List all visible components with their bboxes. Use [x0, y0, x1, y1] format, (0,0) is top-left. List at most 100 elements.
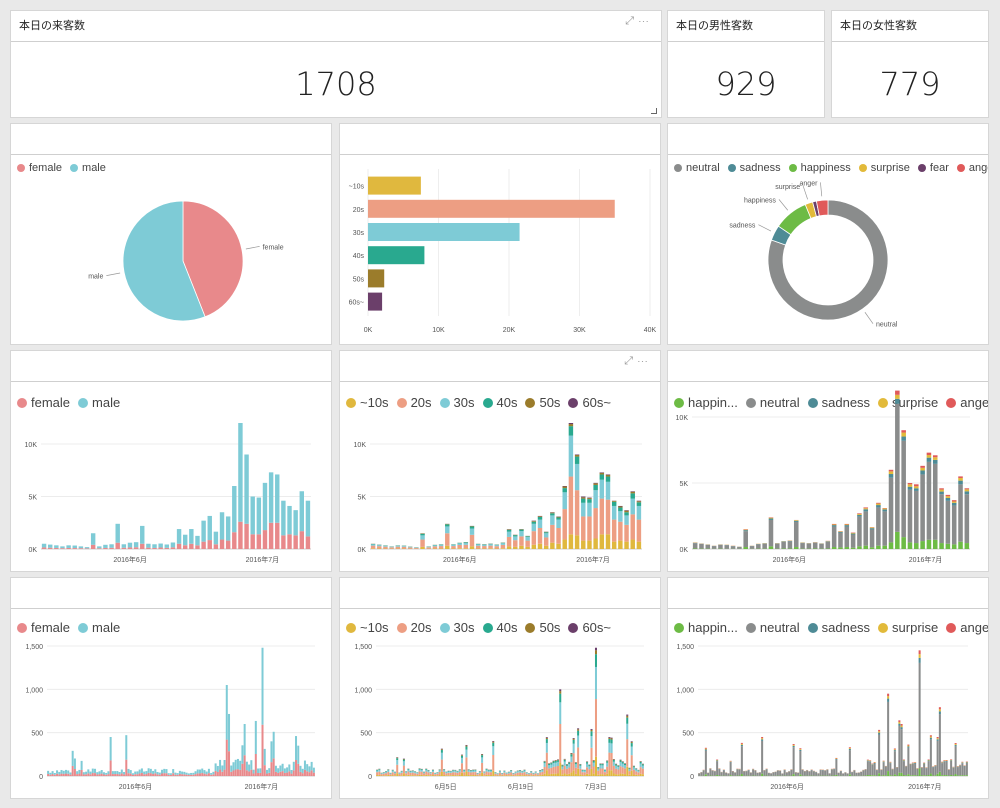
- bar-segment-anger[interactable]: [914, 484, 919, 487]
- bar-segment-~10s[interactable]: [478, 775, 481, 776]
- bar-segment-20s[interactable]: [476, 774, 479, 776]
- bar-segment-male[interactable]: [219, 759, 222, 770]
- bar-segment-surprise[interactable]: [857, 514, 862, 515]
- bar-segment-female[interactable]: [182, 545, 188, 549]
- bar-segment-20s[interactable]: [398, 773, 401, 776]
- bar-segment-~10s[interactable]: [552, 773, 555, 776]
- bar-segment-female[interactable]: [105, 774, 108, 776]
- bar-segment-neutral[interactable]: [866, 761, 869, 776]
- bar-segment-30s[interactable]: [592, 762, 595, 767]
- bar-segment-female[interactable]: [47, 773, 50, 776]
- bar-segment-20s[interactable]: [619, 766, 622, 774]
- bar-segment-~10s[interactable]: [579, 774, 582, 776]
- bar-segment-~10s[interactable]: [568, 773, 571, 776]
- bar-segment-anger[interactable]: [844, 523, 850, 525]
- bar-segment-surprise[interactable]: [761, 738, 764, 740]
- bar-segment-~10s[interactable]: [447, 775, 450, 776]
- bar-segment-50s[interactable]: [624, 510, 629, 513]
- bar-segment-female[interactable]: [201, 773, 204, 776]
- bar-segment-happiness[interactable]: [889, 775, 892, 776]
- bar-segment-~10s[interactable]: [472, 775, 475, 776]
- bar-segment-20s[interactable]: [624, 768, 627, 775]
- bar-segment-female[interactable]: [147, 772, 150, 776]
- bar-segment-male[interactable]: [72, 545, 77, 549]
- emotion-daily-tile[interactable]: happin...neutralsadnesssurpriseanger 0K5…: [667, 350, 989, 572]
- bar-segment-~10s[interactable]: [637, 775, 640, 776]
- bar-segment-~10s[interactable]: [574, 535, 580, 549]
- bar-segment-20s[interactable]: [445, 533, 450, 546]
- bar-segment-male[interactable]: [96, 772, 99, 775]
- bar-segment-female[interactable]: [145, 774, 148, 776]
- bar-segment-~10s[interactable]: [465, 771, 468, 776]
- bar-segment-30s[interactable]: [391, 770, 394, 773]
- bar-segment-~10s[interactable]: [481, 772, 484, 776]
- bar-segment-40s[interactable]: [594, 654, 597, 667]
- bar-segment-neutral[interactable]: [794, 772, 797, 776]
- bar-segment-male[interactable]: [84, 547, 90, 549]
- bar-segment-~10s[interactable]: [537, 543, 543, 549]
- bar-segment-20s[interactable]: [577, 747, 580, 769]
- bar-segment-40s[interactable]: [630, 743, 633, 747]
- bar-segment-surprise[interactable]: [936, 738, 939, 740]
- bar-segment-surprise[interactable]: [838, 531, 843, 532]
- bar-segment-neutral[interactable]: [781, 773, 784, 776]
- bar-segment-20s[interactable]: [635, 771, 638, 775]
- bar-segment-20s[interactable]: [420, 539, 425, 547]
- legend-item[interactable]: 50s: [525, 395, 560, 410]
- bar-segment-sadness[interactable]: [945, 497, 951, 501]
- bar-segment-sadness[interactable]: [932, 459, 938, 464]
- bar-segment-20s[interactable]: [590, 747, 593, 769]
- bar-segment-happiness[interactable]: [936, 773, 939, 776]
- bar-segment-surprise[interactable]: [950, 759, 953, 761]
- bar-segment-~10s[interactable]: [429, 775, 432, 776]
- bar-segment-male[interactable]: [310, 761, 313, 771]
- bar-segment-neutral[interactable]: [768, 519, 774, 547]
- bar-segment-40s[interactable]: [543, 532, 549, 534]
- bar-segment-40s[interactable]: [548, 763, 551, 766]
- bar-segment-30s[interactable]: [431, 770, 434, 773]
- bar-segment-40s[interactable]: [574, 762, 577, 765]
- bar-segment-happiness[interactable]: [932, 539, 938, 549]
- bar-segment-20s[interactable]: [445, 773, 448, 776]
- bar-segment-female[interactable]: [288, 771, 291, 776]
- bar-segment-~10s[interactable]: [418, 774, 421, 776]
- bar-segment-30s[interactable]: [456, 771, 459, 773]
- bar-segment-female[interactable]: [98, 774, 101, 776]
- bar-segment-male[interactable]: [239, 760, 242, 770]
- bar-segment-male[interactable]: [192, 772, 195, 775]
- bar-segment-sadness[interactable]: [926, 457, 932, 462]
- bar-segment-male[interactable]: [241, 745, 244, 764]
- bar-segment-sadness[interactable]: [799, 749, 802, 752]
- bar-segment-neutral[interactable]: [740, 746, 743, 775]
- bar-segment-sadness[interactable]: [857, 514, 862, 517]
- bar-segment-20s[interactable]: [485, 771, 488, 775]
- bar-segment-40s[interactable]: [500, 542, 506, 544]
- bar-segment-~10s[interactable]: [612, 773, 615, 776]
- bar-40s[interactable]: [368, 246, 425, 265]
- bar-segment-30s[interactable]: [475, 544, 481, 546]
- bar-segment-male[interactable]: [56, 770, 59, 774]
- bar-segment-neutral[interactable]: [713, 771, 716, 776]
- bar-segment-30s[interactable]: [536, 773, 539, 775]
- bar-segment-~10s[interactable]: [639, 773, 642, 776]
- bar-segment-~10s[interactable]: [411, 775, 414, 776]
- bar-segment-~10s[interactable]: [382, 775, 385, 776]
- bar-segment-40s[interactable]: [581, 769, 584, 771]
- bar-segment-sadness[interactable]: [938, 711, 941, 715]
- bar-segment-~10s[interactable]: [630, 770, 633, 776]
- legend-item[interactable]: 40s: [482, 395, 517, 410]
- bar-segment-male[interactable]: [140, 525, 145, 544]
- bar-segment-surprise[interactable]: [848, 748, 851, 749]
- bar-segment-neutral[interactable]: [700, 772, 703, 776]
- bar-segment-female[interactable]: [303, 769, 306, 776]
- bar-segment-20s[interactable]: [610, 752, 613, 771]
- bar-segment-female[interactable]: [243, 755, 246, 776]
- bar-segment-happiness[interactable]: [692, 548, 698, 549]
- bar-segment-60s~[interactable]: [624, 510, 629, 511]
- bar-segment-30s[interactable]: [539, 770, 542, 773]
- bar-segment-female[interactable]: [115, 542, 120, 549]
- legend-item[interactable]: happiness: [788, 162, 851, 174]
- bar-segment-30s[interactable]: [485, 769, 488, 772]
- bar-segment-sadness[interactable]: [907, 486, 913, 490]
- bar-segment-male[interactable]: [54, 545, 59, 548]
